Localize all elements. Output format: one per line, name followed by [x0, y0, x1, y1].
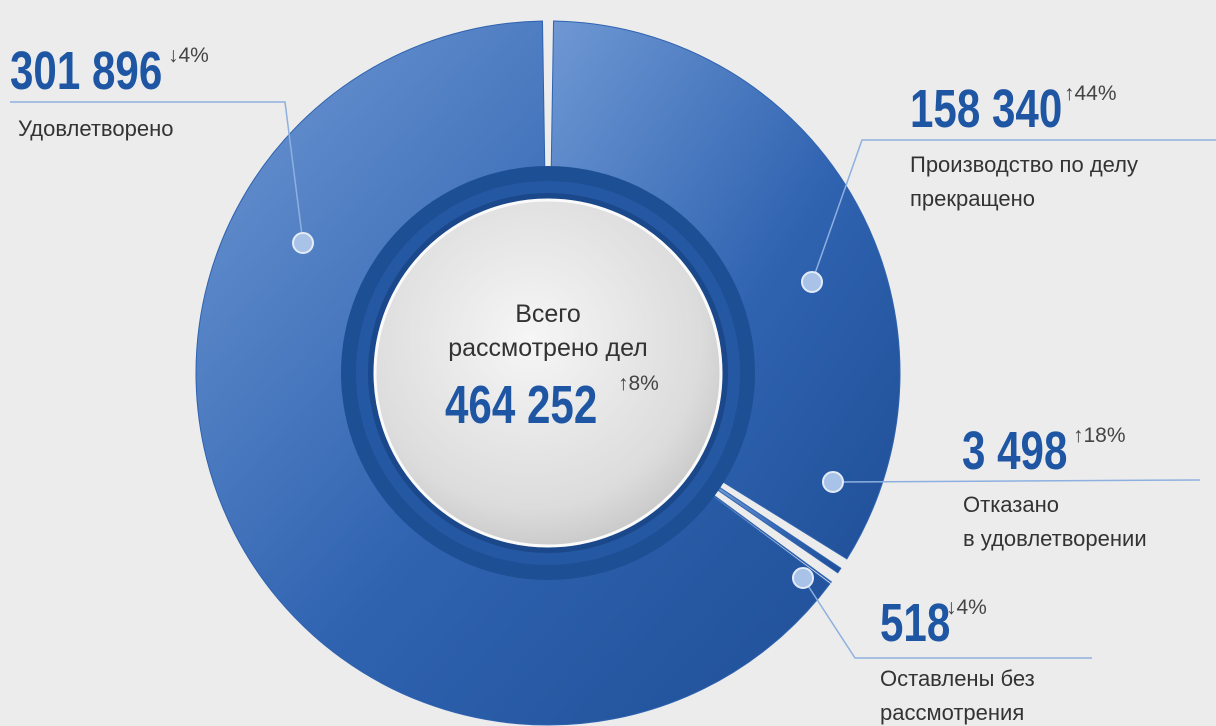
marker-dot — [801, 271, 823, 293]
total-change: ↑8% — [618, 372, 659, 395]
value-label: 3 498 — [962, 421, 1068, 481]
category-label: Удовлетворено — [18, 116, 174, 141]
value-label: 158 340 — [910, 79, 1063, 139]
total-value: 464 252 — [445, 375, 598, 435]
center-label: Всего — [515, 300, 581, 328]
change-label: ↑44% — [1064, 82, 1117, 105]
leader-line — [10, 101, 304, 244]
value-label: 301 896 — [10, 41, 163, 101]
leader-line — [802, 577, 1092, 659]
center-disc — [373, 198, 723, 548]
leader-line — [832, 479, 1201, 483]
center-label: рассмотрено дел — [448, 334, 648, 362]
change-label: ↑18% — [1073, 424, 1126, 447]
category-label: Оставлены без рассмотрения — [880, 666, 1035, 725]
marker-dot — [822, 471, 844, 493]
value-label: 518 — [880, 593, 951, 653]
marker-dot — [292, 232, 314, 254]
change-label: ↓4% — [946, 596, 987, 619]
marker-dot — [792, 567, 814, 589]
leader-line — [811, 139, 1216, 283]
category-label: Отказано в удовлетворении — [963, 492, 1147, 551]
category-label: Производство по делу прекращено — [910, 152, 1138, 211]
change-label: ↓4% — [168, 44, 209, 67]
